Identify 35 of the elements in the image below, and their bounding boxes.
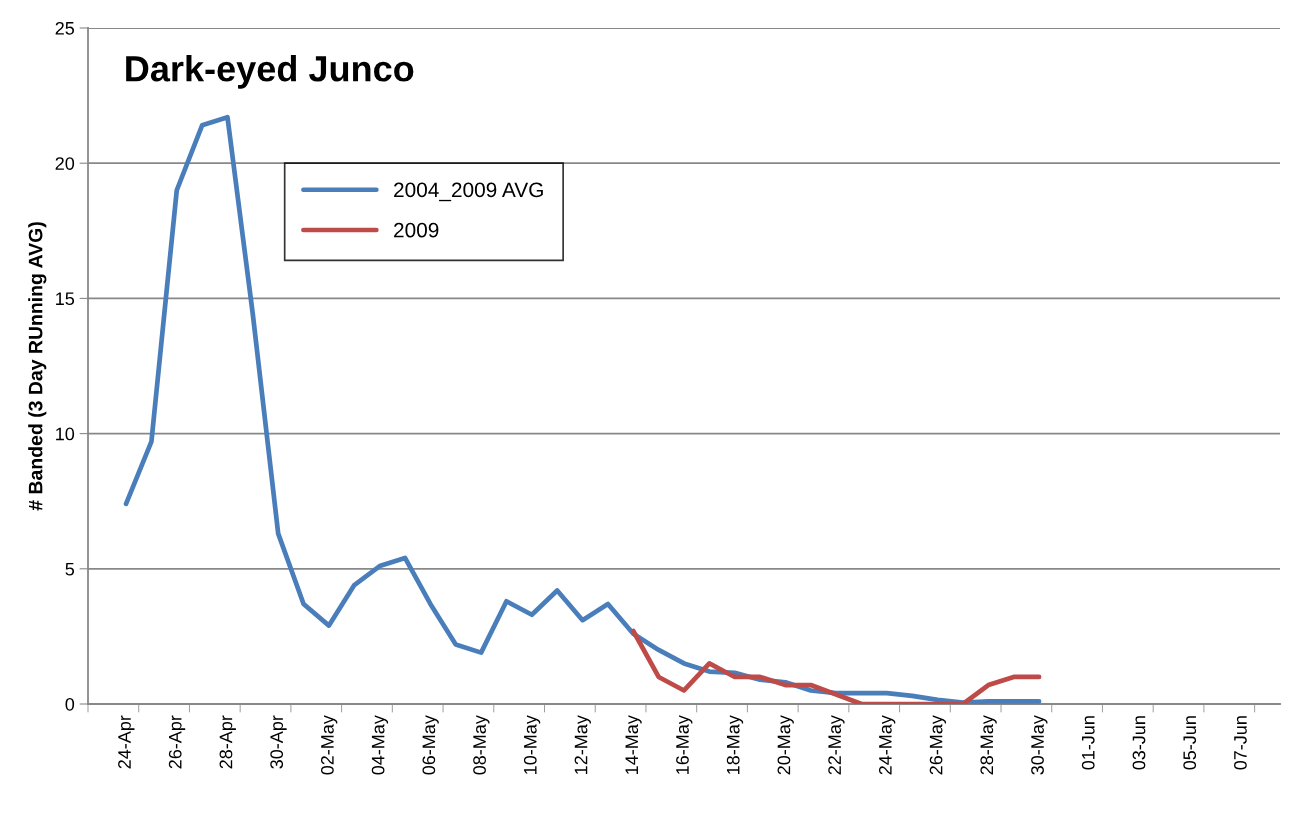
x-tick-label: 06-May (422, 715, 439, 775)
x-tick-label: 28-Apr (219, 715, 236, 769)
x-tick-label: 26-Apr (168, 715, 186, 769)
y-axis-title: # Banded (3 Day RUnning AVG) (28, 222, 47, 511)
x-tick-label: 03-Jun (1132, 716, 1146, 770)
x-tick-label: 01-Jun (1081, 716, 1095, 770)
x-tick-label: 18-May (726, 715, 744, 774)
x-tick-label: 05-Jun (1183, 716, 1197, 770)
x-tick-label: 12-May (574, 715, 591, 774)
x-tick-label: 30-Apr (270, 715, 287, 769)
text: Dark-eyed Junco (126, 55, 414, 89)
y-tick-label: 15 (56, 292, 75, 306)
x-tick-label: 07-Jun (1234, 716, 1247, 770)
x-tick-label: 14-May (625, 715, 642, 774)
x-tick-label: 04-May (371, 715, 389, 775)
x-tick-label: 30-May (1031, 715, 1048, 775)
legend-label: 2004_2009 AVG (394, 182, 543, 202)
y-tick-label: 25 (55, 21, 75, 35)
y-tick-label: 5 (65, 562, 75, 576)
y-tick-label: 10 (56, 427, 75, 441)
x-tick-label: 20-May (777, 715, 794, 775)
x-tick-label: 26-May (929, 715, 947, 775)
x-tick-label: 16-May (676, 715, 693, 774)
x-tick-label: 24-May (878, 715, 896, 775)
x-tick-label: 28-May (980, 715, 997, 775)
x-tick-label: 02-May (321, 715, 338, 775)
x-tick-label: 24-Apr (118, 715, 135, 769)
x-tick-label: 08-May (473, 715, 490, 775)
x-tick-label: 22-May (828, 715, 845, 775)
legend-label: 2009 (394, 222, 439, 238)
y-tick-label: 0 (65, 697, 75, 711)
line-series (123, 114, 1042, 704)
x-tick-label: 10-May (523, 715, 541, 774)
y-tick-label: 20 (55, 157, 75, 170)
line-series (630, 628, 1042, 704)
